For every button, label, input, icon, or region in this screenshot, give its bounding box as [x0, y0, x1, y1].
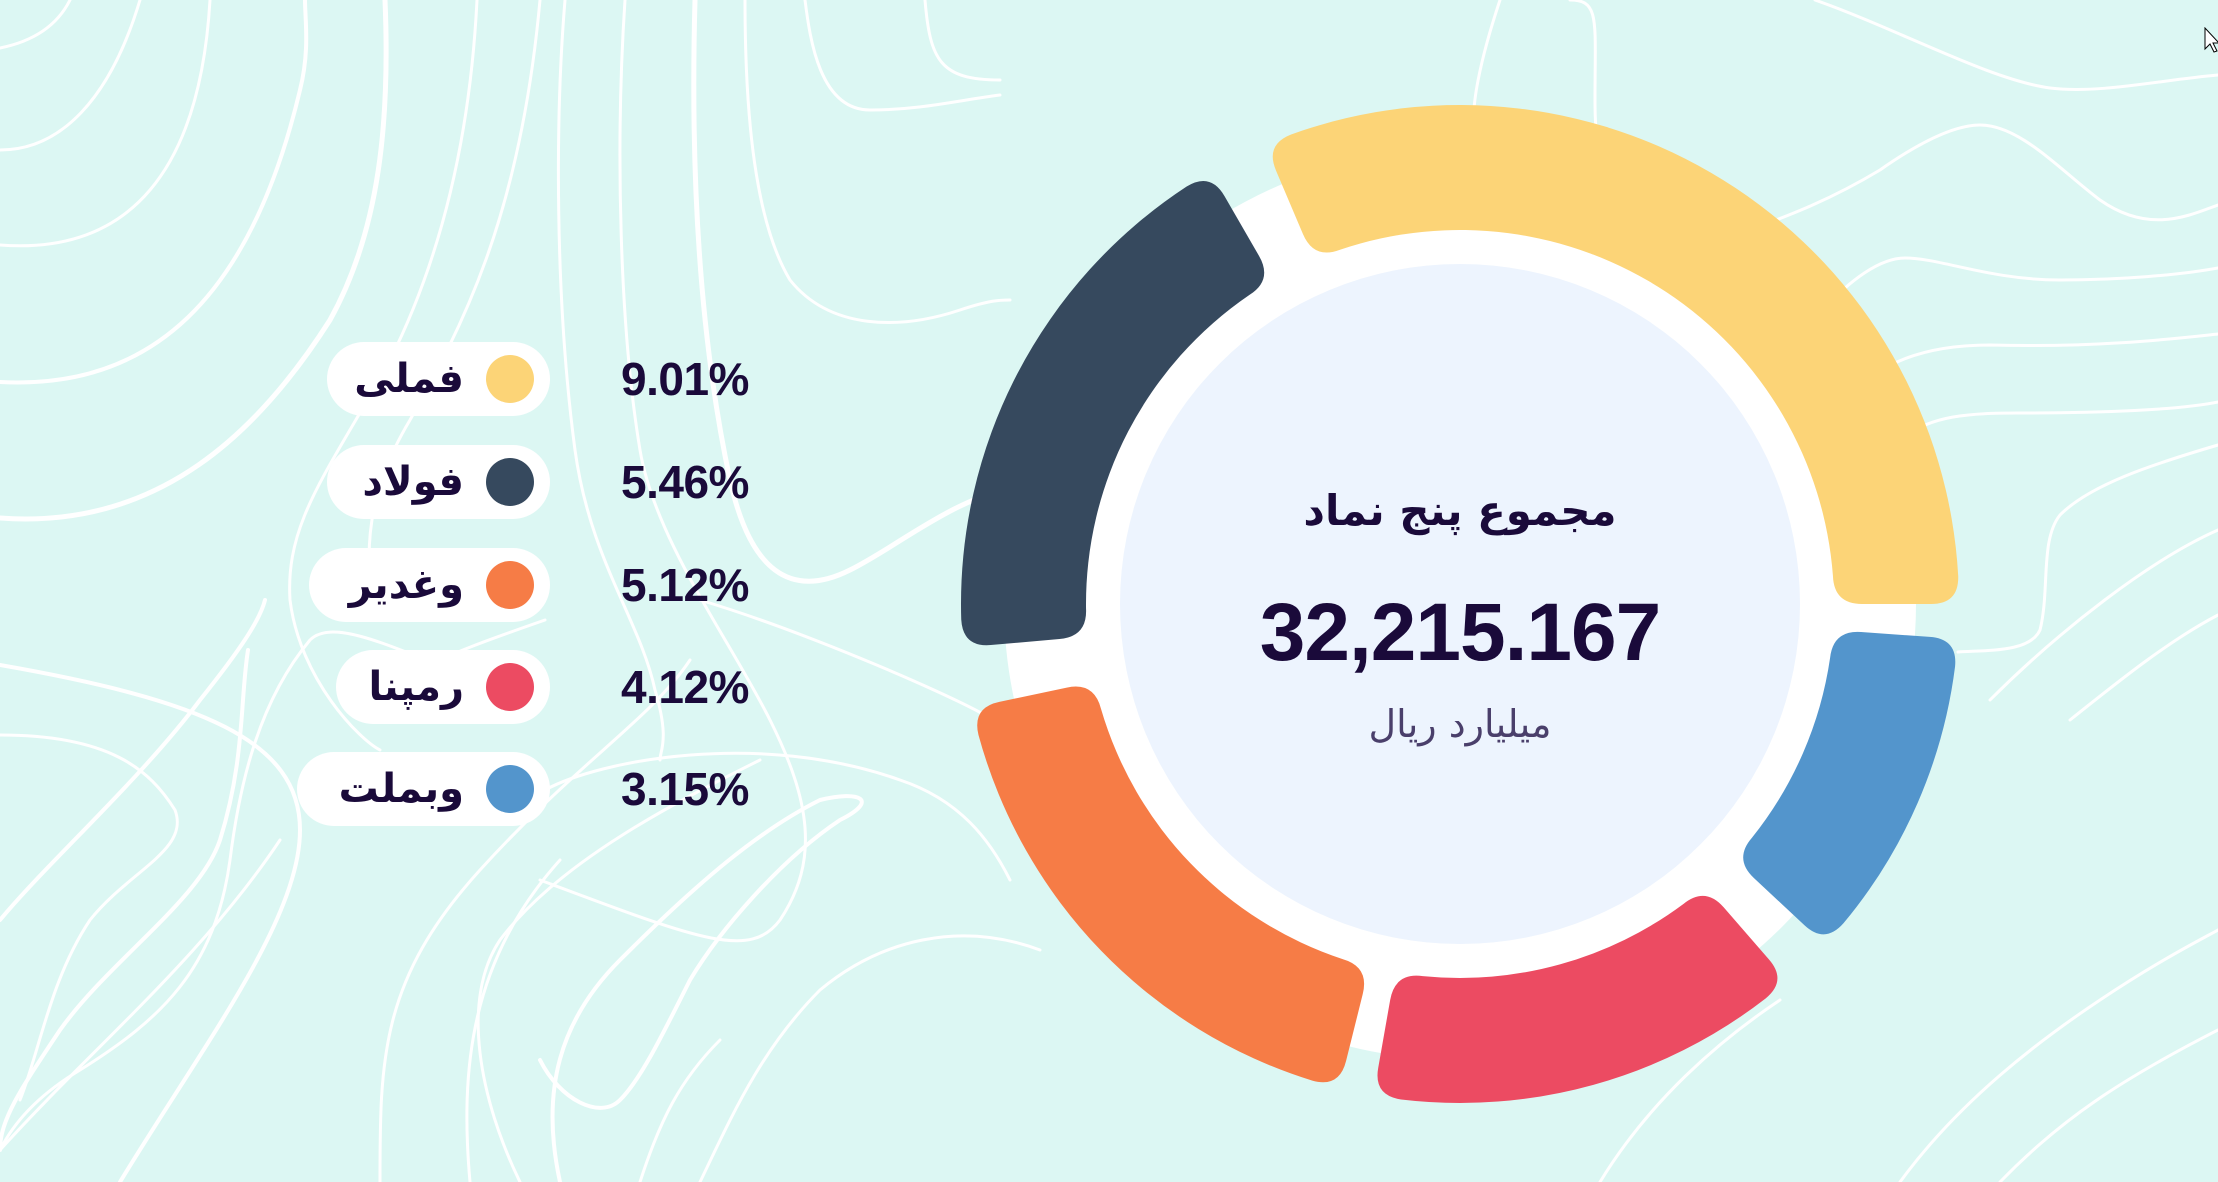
legend-value: 4.12%	[621, 661, 749, 713]
legend-value: 5.12%	[621, 559, 749, 611]
legend-pill: رمپنا	[336, 650, 550, 724]
donut-segment-4	[960, 180, 1265, 646]
legend-color-swatch	[486, 355, 534, 403]
legend-value: 9.01%	[621, 353, 749, 405]
chart-title: مجموع پنج نماد	[1303, 486, 1617, 535]
legend-value: 3.15%	[621, 763, 749, 815]
legend-item-1: فولاد	[327, 445, 550, 519]
donut-segment-0	[1272, 105, 1959, 604]
legend-label: رمپنا	[368, 664, 464, 710]
legend-value: 5.46%	[621, 456, 749, 508]
legend-item-0: فملی	[327, 342, 550, 416]
donut-segment-2	[1377, 895, 1778, 1104]
total-unit: میلیارد ریال	[1368, 702, 1552, 746]
legend-label: وغدیر	[348, 562, 464, 608]
legend-item-3: رمپنا	[336, 650, 550, 724]
legend-label: وبملت	[338, 766, 464, 812]
legend-label: فولاد	[362, 459, 464, 505]
total-value: 32,215.167	[1259, 587, 1661, 678]
legend-item-2: وغدیر	[309, 548, 550, 622]
legend-pill: وغدیر	[309, 548, 550, 622]
legend-pill: وبملت	[297, 752, 550, 826]
donut-segment-1	[1743, 631, 1956, 935]
mouse-cursor-icon	[2204, 27, 2218, 53]
legend-color-swatch	[486, 765, 534, 813]
legend-color-swatch	[486, 561, 534, 609]
donut-inner-disc	[1120, 264, 1800, 944]
legend-color-swatch	[486, 458, 534, 506]
donut-segment-3	[977, 686, 1365, 1083]
donut-segments	[960, 105, 1959, 1104]
legend-label: فملی	[354, 356, 464, 402]
legend-pill: فملی	[327, 342, 550, 416]
legend-color-swatch	[486, 663, 534, 711]
legend-pill: فولاد	[327, 445, 550, 519]
legend-item-4: وبملت	[297, 752, 550, 826]
